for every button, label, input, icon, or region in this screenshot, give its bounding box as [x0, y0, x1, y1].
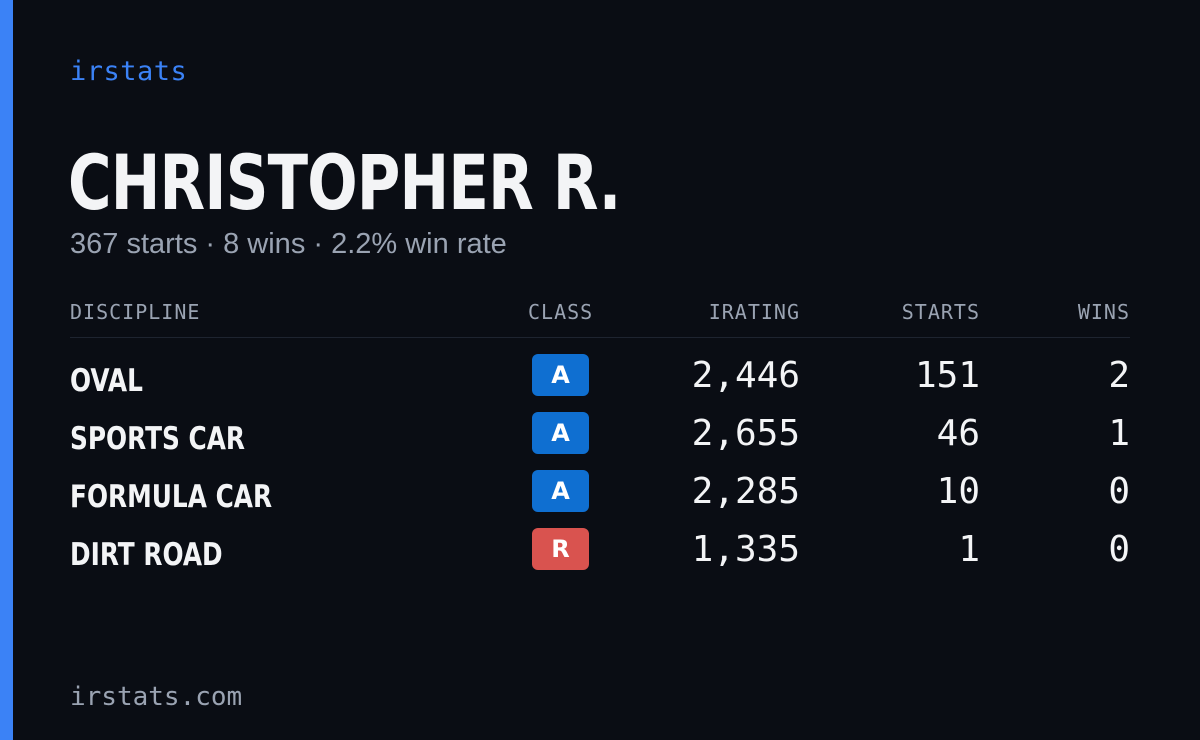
irating-value: 2,446	[691, 355, 800, 396]
wins-value: 1	[1108, 413, 1130, 454]
driver-summary: 367 starts · 8 wins · 2.2% win rate	[70, 228, 507, 260]
wins-value: 0	[1108, 471, 1130, 512]
class-badge: A	[532, 470, 589, 512]
table-row: OVAL A 2,446 151 2	[70, 353, 1130, 411]
header-wins: WINS	[1077, 300, 1130, 324]
accent-bar	[0, 0, 13, 740]
discipline-name: OVAL	[70, 363, 143, 399]
brand-logo: irstats	[70, 56, 188, 87]
class-badge: A	[532, 412, 589, 454]
discipline-name: SPORTS CAR	[70, 421, 246, 457]
header-class: CLASS	[528, 300, 594, 324]
starts-value: 151	[914, 355, 980, 396]
irating-value: 2,285	[691, 471, 800, 512]
discipline-name: DIRT ROAD	[70, 537, 223, 573]
class-badge: R	[532, 528, 589, 570]
starts-value: 1	[958, 529, 980, 570]
header-starts: STARTS	[901, 300, 980, 324]
header-irating: IRATING	[708, 300, 800, 324]
table-row: FORMULA CAR A 2,285 10 0	[70, 469, 1130, 527]
irating-value: 2,655	[691, 413, 800, 454]
starts-value: 10	[936, 471, 980, 512]
discipline-name: FORMULA CAR	[70, 479, 273, 515]
starts-value: 46	[936, 413, 980, 454]
wins-value: 0	[1108, 529, 1130, 570]
table-header: DISCIPLINE CLASS IRATING STARTS WINS	[70, 300, 1130, 338]
table-row: SPORTS CAR A 2,655 46 1	[70, 411, 1130, 469]
class-badge: A	[532, 354, 589, 396]
irating-value: 1,335	[691, 529, 800, 570]
footer-url: irstats.com	[70, 682, 243, 712]
table-row: DIRT ROAD R 1,335 1 0	[70, 527, 1130, 585]
driver-name: CHRISTOPHER R.	[68, 138, 621, 227]
header-discipline: DISCIPLINE	[70, 300, 201, 324]
wins-value: 2	[1108, 355, 1130, 396]
